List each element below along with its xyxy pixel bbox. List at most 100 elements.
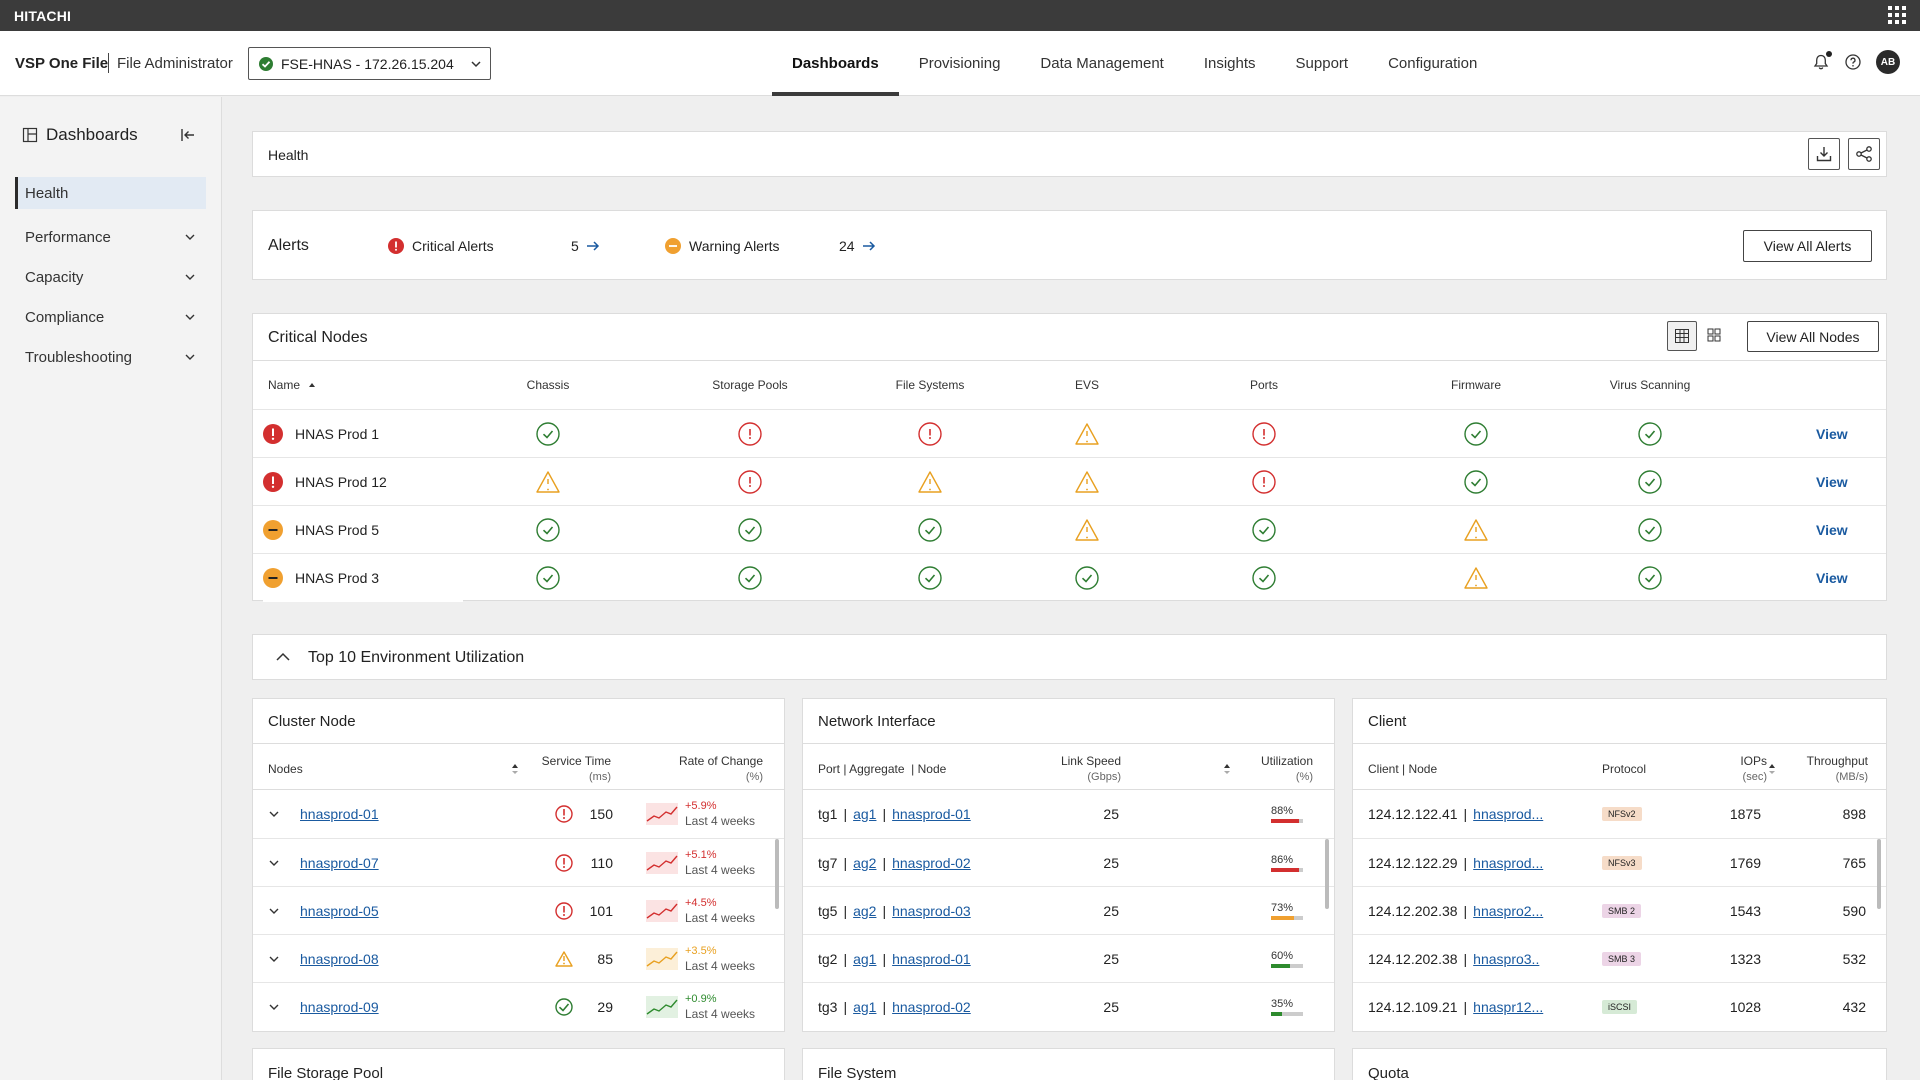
- user-avatar[interactable]: AB: [1876, 50, 1900, 74]
- node-link[interactable]: hnasprod-03: [892, 903, 971, 919]
- tab-insights[interactable]: Insights: [1203, 55, 1256, 72]
- client-cell: 124.12.202.38 | hnaspro3..: [1368, 935, 1539, 983]
- expand-row-icon[interactable]: [268, 887, 280, 935]
- link-speed-value: 25: [1103, 999, 1119, 1015]
- tab-configuration[interactable]: Configuration: [1388, 55, 1478, 72]
- node-link[interactable]: hnasprod-02: [892, 999, 971, 1015]
- iops-value: 1543: [1729, 903, 1761, 919]
- sidebar-item-health[interactable]: Health: [15, 177, 206, 209]
- app-grid-icon[interactable]: [1888, 6, 1906, 24]
- status-ok-icon: [536, 554, 560, 602]
- warning-alerts-link[interactable]: 24: [839, 238, 877, 254]
- view-node-link[interactable]: View: [1816, 522, 1848, 538]
- collapse-sidebar-icon[interactable]: [180, 127, 196, 143]
- expand-row-icon[interactable]: [268, 935, 280, 983]
- notifications-bell-icon[interactable]: [1812, 51, 1832, 71]
- node-link[interactable]: hnasprod-02: [892, 855, 971, 871]
- sidebar-item-capacity[interactable]: Capacity: [15, 257, 206, 297]
- rate-period: Last 4 weeks: [685, 911, 756, 925]
- column-header-storage-pools[interactable]: Storage Pools: [712, 378, 788, 392]
- critical-alerts-link[interactable]: 5: [571, 238, 601, 254]
- column-header-ports[interactable]: Ports: [1249, 378, 1278, 392]
- aggregate-link[interactable]: ag1: [853, 806, 877, 822]
- view-all-nodes-button[interactable]: View All Nodes: [1747, 321, 1879, 352]
- node-link[interactable]: hnasprod-05: [300, 903, 379, 919]
- sort-icon[interactable]: [1223, 763, 1231, 775]
- aggregate-link[interactable]: ag1: [853, 999, 877, 1015]
- separator: |: [1463, 999, 1468, 1015]
- link-speed-value: 25: [1103, 855, 1119, 871]
- scrollbar[interactable]: [775, 839, 779, 909]
- status-warning-icon: [1075, 506, 1099, 554]
- table-row: 124.12.202.38 | hnaspro3.. SMB 3 1323 532: [1353, 934, 1886, 982]
- column-header-file-systems[interactable]: File Systems: [895, 378, 965, 392]
- expand-row-icon[interactable]: [268, 983, 280, 1031]
- sidebar-item-troubleshooting[interactable]: Troubleshooting: [15, 337, 206, 377]
- column-header-virus-scanning[interactable]: Virus Scanning: [1609, 378, 1691, 392]
- utilization-cell: 73%: [1271, 887, 1303, 935]
- aggregate-link[interactable]: ag2: [853, 903, 877, 919]
- protocol-badge: SMB 3: [1602, 935, 1642, 983]
- node-link[interactable]: hnasprod-01: [892, 951, 971, 967]
- node-link[interactable]: hnasprod-01: [892, 806, 971, 822]
- scrollbar[interactable]: [1325, 839, 1329, 909]
- utilization-bar: [1271, 1012, 1303, 1016]
- help-icon[interactable]: [1844, 53, 1862, 71]
- node-link[interactable]: hnaspr12...: [1473, 999, 1544, 1015]
- table-row: HNAS Prod 5 View: [253, 505, 1886, 554]
- network-interface-card: Network Interface Port | Aggregate | Nod…: [802, 698, 1335, 1032]
- expand-row-icon[interactable]: [268, 839, 280, 887]
- tab-data-management[interactable]: Data Management: [1040, 55, 1164, 72]
- share-button[interactable]: [1848, 138, 1880, 170]
- sidebar-item-label: Performance: [25, 228, 111, 246]
- view-node-link[interactable]: View: [1816, 474, 1848, 490]
- status-ok-icon: [918, 506, 942, 554]
- port-cell: tg1 | ag1 | hnasprod-01: [818, 790, 971, 838]
- utilization-value: 60%: [1271, 950, 1294, 962]
- scrollbar[interactable]: [1877, 839, 1881, 909]
- aggregate-link[interactable]: ag2: [853, 855, 877, 871]
- chevron-down-icon: [184, 231, 196, 243]
- node-link[interactable]: hnasprod-09: [300, 999, 379, 1015]
- node-link[interactable]: hnasprod...: [1473, 855, 1544, 871]
- rate-of-change: +4.5% Last 4 weeks: [685, 887, 755, 935]
- node-link[interactable]: hnaspro2...: [1473, 903, 1544, 919]
- node-link[interactable]: hnasprod...: [1473, 806, 1544, 822]
- download-button[interactable]: [1808, 138, 1840, 170]
- expand-row-icon[interactable]: [268, 790, 280, 838]
- column-header-firmware[interactable]: Firmware: [1451, 378, 1501, 392]
- severity-major-icon: [263, 520, 283, 540]
- table-view-button[interactable]: [1667, 321, 1697, 351]
- table-row: hnasprod-07 110 +5.1% Last 4 weeks: [253, 838, 784, 886]
- status-critical-icon: [738, 458, 762, 506]
- status-warning-icon: [555, 935, 573, 983]
- warning-alerts-summary: Warning Alerts: [665, 238, 780, 254]
- aggregate-link[interactable]: ag1: [853, 951, 877, 967]
- status-warning-icon: [1464, 506, 1488, 554]
- sort-icon[interactable]: [511, 763, 519, 775]
- node-link[interactable]: hnasprod-01: [300, 806, 379, 822]
- node-link[interactable]: hnasprod-08: [300, 951, 379, 967]
- node-link[interactable]: hnasprod-07: [300, 855, 379, 871]
- system-selector[interactable]: FSE-HNAS - 172.26.15.204: [248, 47, 491, 80]
- tab-support[interactable]: Support: [1295, 55, 1349, 72]
- view-node-link[interactable]: View: [1816, 426, 1848, 442]
- grid-view-button[interactable]: [1707, 328, 1721, 342]
- sidebar-item-label: Troubleshooting: [25, 348, 133, 366]
- table-row: tg5 | ag2 | hnasprod-03 25 73%: [803, 886, 1334, 934]
- column-header-evs[interactable]: EVS: [1074, 378, 1099, 392]
- utilization-section-header[interactable]: Top 10 Environment Utilization: [252, 634, 1887, 680]
- column-header-name[interactable]: Name: [268, 378, 316, 392]
- view-all-alerts-button[interactable]: View All Alerts: [1743, 230, 1872, 262]
- sidebar-item-performance[interactable]: Performance: [15, 217, 206, 257]
- status-ok-icon: [1638, 410, 1662, 458]
- client-title: Client: [1368, 713, 1407, 730]
- separator: |: [843, 951, 848, 967]
- sort-icon[interactable]: [1768, 763, 1776, 775]
- tab-dashboards[interactable]: Dashboards: [772, 31, 899, 96]
- tab-provisioning[interactable]: Provisioning: [918, 55, 1001, 72]
- node-link[interactable]: hnaspro3..: [1473, 951, 1540, 967]
- view-node-link[interactable]: View: [1816, 570, 1848, 586]
- column-header-chassis[interactable]: Chassis: [526, 378, 570, 392]
- sidebar-item-compliance[interactable]: Compliance: [15, 297, 206, 337]
